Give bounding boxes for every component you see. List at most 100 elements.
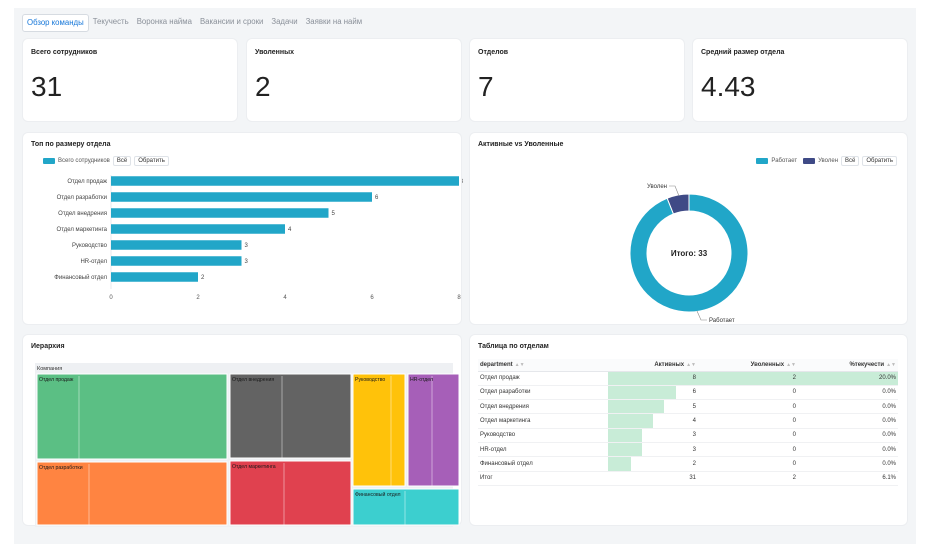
treemap-root-label: Компания [37, 366, 62, 372]
legend-label-active[interactable]: Работает [771, 158, 798, 164]
bar-value-label: 6 [375, 195, 379, 201]
cell-fired: 2 [698, 371, 798, 386]
column-header-fired[interactable]: Уволенных ▲▼ [698, 359, 798, 372]
callout-line-active [696, 310, 707, 321]
treemap-node [408, 374, 459, 486]
tab-3[interactable]: Вакансии и сроки [199, 17, 264, 26]
total-active: 31 [608, 471, 698, 486]
cell-active: 5 [608, 399, 698, 415]
kpi-title: Средний размер отдела [701, 49, 785, 56]
column-header-department[interactable]: department ▲▼ [478, 359, 608, 372]
cell-fired: 0 [698, 428, 798, 443]
legend-all-button[interactable]: Всё [841, 156, 860, 166]
chart-legend: Работает Уволен Всё Обратить [756, 156, 897, 166]
tab-2[interactable]: Воронка найма [136, 17, 192, 26]
bar-value-label: 5 [332, 211, 336, 217]
cell-department: Отдел внедрения [478, 399, 608, 415]
cell-department: HR-отдел [478, 442, 608, 458]
treemap-node [37, 374, 227, 459]
kpi-value: 2 [255, 71, 271, 102]
bar-chart: Отдел продаж 8 Отдел разработки 6 Отдел внед… [54, 175, 463, 301]
tab-1[interactable]: Текучесть [92, 17, 129, 26]
cell-turnover: 0.0% [798, 442, 898, 458]
panel-title: Таблица по отделам [478, 343, 549, 350]
bar-category-label: Отдел маркетинга [57, 227, 108, 233]
table-row: Отдел разработки 6 0 0.0% [478, 385, 898, 401]
table-row: Отдел маркетинга 4 0 0.0% [478, 413, 898, 429]
treemap-node-border [407, 373, 460, 487]
legend-label-fired[interactable]: Уволен [818, 158, 839, 164]
cell-active: 4 [608, 413, 698, 429]
chart-legend: Всего сотрудников Всё Обратить [43, 156, 169, 166]
treemap-node-label: Финансовый отдел [355, 491, 401, 498]
kpi-title: Всего сотрудников [31, 49, 98, 56]
bar-value-label: 3 [245, 259, 249, 265]
total-turnover: 6.1% [798, 471, 898, 486]
treemap-node-label: Отдел продаж [39, 377, 74, 383]
kpi-value: 31 [31, 71, 63, 102]
callout-label-active: Работает [709, 318, 735, 324]
cell-department: Отдел маркетинга [478, 413, 608, 429]
bar-value-label: 4 [288, 227, 292, 233]
table-row: Финансовый отдел 2 0 0.0% [478, 456, 898, 472]
tab-5[interactable]: Заявки на найм [305, 17, 363, 26]
tab-4[interactable]: Задачи [271, 17, 298, 26]
legend-all-button[interactable]: Всё [112, 156, 132, 166]
total-fired: 2 [698, 471, 798, 486]
x-tick-label: 2 [196, 295, 200, 301]
kpi-card-avg-size: Средний размер отдела 4.43 [692, 38, 908, 122]
active-bar [608, 414, 653, 428]
donut-slice-active [629, 193, 749, 313]
treemap-node-border [352, 373, 406, 487]
bar-category-label: Отдел разработки [57, 195, 107, 201]
treemap-node [353, 374, 405, 486]
legend-invert-button[interactable]: Обратить [134, 156, 169, 166]
tab-0[interactable]: Обзор команды [22, 14, 89, 32]
bar [111, 272, 198, 282]
treemap-node-label: Отдел разработки [39, 465, 83, 471]
donut-chart-panel: Активные vs Уволенные Работает Уволен Вс… [469, 132, 908, 325]
bar [111, 176, 459, 186]
active-bar [608, 385, 676, 400]
treemap-node-label: HR-отдел [410, 377, 433, 383]
kpi-card-fired: Уволенных 2 [246, 38, 462, 122]
treemap-panel: Иерархия Компания Отдел продаж Отдел разра… [22, 334, 462, 527]
cell-turnover: 0.0% [798, 413, 898, 429]
bar-value-label: 3 [245, 243, 249, 249]
cell-fired: 0 [698, 456, 798, 472]
legend-swatch[interactable] [43, 158, 55, 164]
bar-value-label: 2 [201, 275, 205, 281]
treemap-node-border [352, 488, 460, 526]
column-header-turnover[interactable]: %текучести ▲▼ [798, 359, 898, 372]
treemap-node [230, 461, 351, 525]
department-table: department ▲▼ Активных ▲▼ Уволенных ▲▼ %тек… [478, 359, 898, 486]
cell-department: Отдел продаж [478, 371, 608, 386]
callout-line-fired [669, 185, 680, 197]
active-bar [608, 457, 631, 471]
bar-value-label: 8 [462, 179, 463, 185]
legend-swatch-active[interactable] [756, 158, 769, 164]
column-header-active[interactable]: Активных ▲▼ [608, 359, 698, 372]
legend-invert-button[interactable]: Обратить [862, 156, 897, 166]
cell-fired: 0 [698, 442, 798, 458]
bar-category-label: HR-отдел [80, 259, 107, 265]
department-table-panel: Таблица по отделам department ▲▼ Активных… [469, 334, 908, 526]
total-label: Итог [478, 471, 608, 486]
panel-title: Иерархия [31, 343, 65, 350]
bar [111, 192, 372, 202]
kpi-value: 4.43 [701, 71, 756, 102]
treemap-node-border [36, 373, 228, 460]
cell-turnover: 0.0% [798, 399, 898, 415]
x-tick-label: 0 [109, 295, 113, 301]
treemap-node [37, 462, 227, 525]
cell-department: Руководство [478, 428, 608, 443]
cell-fired: 0 [698, 399, 798, 415]
fired-bar [698, 371, 798, 385]
x-tick-label: 6 [370, 295, 374, 301]
dashboard: Обзор команды Текучесть Воронка найма Вакан… [14, 8, 916, 544]
kpi-card-total: Всего сотрудников 31 [22, 38, 238, 122]
legend-label[interactable]: Всего сотрудников [58, 158, 110, 164]
legend-swatch-fired[interactable] [803, 158, 816, 164]
treemap-node [230, 374, 351, 458]
cell-active: 3 [608, 428, 698, 443]
